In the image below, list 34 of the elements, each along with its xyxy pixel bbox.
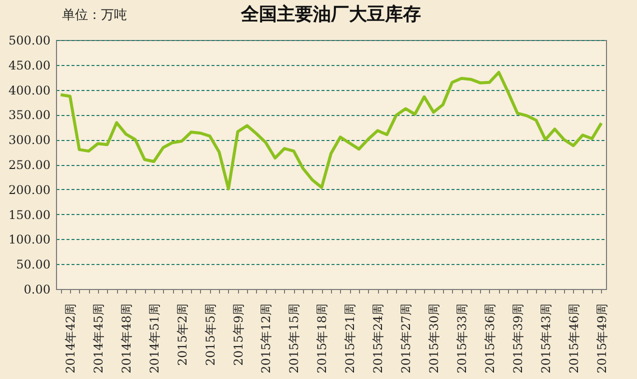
x-tick-label: 2015年15周: [287, 304, 302, 374]
y-tick-label: 200.00: [8, 182, 50, 197]
y-tick-label: 250.00: [8, 158, 50, 172]
y-tick-label: 500.00: [8, 34, 50, 48]
y-tick-label: 100.00: [8, 232, 50, 247]
y-tick-label: 400.00: [8, 83, 50, 98]
x-tick-label: 2015年21周: [343, 304, 358, 374]
y-tick-label: 50.00: [16, 258, 50, 272]
x-tick-label: 2015年46周: [566, 304, 581, 374]
x-tick-label: 2015年33周: [455, 304, 470, 374]
text: 单位：万吨: [62, 7, 127, 24]
line-series: [59, 70, 603, 190]
y-tick-label: 150.00: [8, 208, 50, 222]
x-tick-label: 2014年45周: [91, 304, 106, 374]
x-tick-label: 2015年5周: [203, 304, 218, 366]
x-tick-label: 2015年12周: [259, 304, 274, 374]
x-tick-label: 2015年9周: [231, 304, 246, 366]
y-tick-label: 350.00: [8, 108, 50, 122]
x-tick-label: 2014年48周: [119, 304, 134, 374]
x-tick-label: 2015年24周: [371, 304, 386, 374]
x-tick-label: 2015年43周: [538, 304, 553, 374]
x-tick-label: 2014年51周: [147, 304, 162, 374]
x-tick-label: 2015年2周: [175, 304, 190, 366]
x-tick-label: 2014年42周: [63, 304, 78, 374]
x-tick-label: 2015年39周: [510, 304, 525, 374]
x-tick-label: 2015年36周: [482, 304, 497, 374]
x-tick-label: 2015年30周: [427, 304, 442, 374]
x-tick-label: 2015年49周: [594, 304, 609, 374]
x-tick-label: 2015年18周: [315, 304, 330, 374]
y-tick-label: 300.00: [8, 133, 50, 148]
y-tick-label: 0.00: [24, 282, 50, 296]
y-tick-label: 450.00: [8, 58, 50, 72]
x-tick-label: 2015年27周: [399, 304, 414, 374]
chart-title: 全国主要油厂大豆库存: [240, 4, 421, 25]
